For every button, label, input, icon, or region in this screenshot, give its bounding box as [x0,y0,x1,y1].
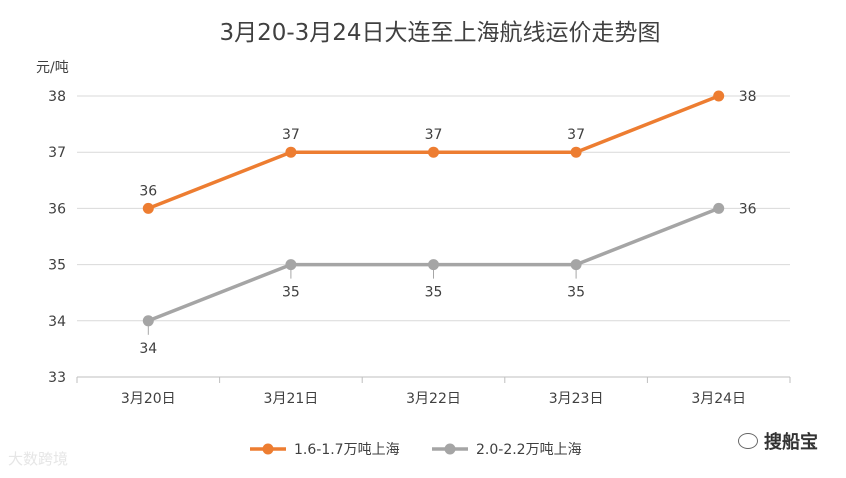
data-label: 37 [567,127,585,143]
data-label: 35 [425,285,443,301]
legend-marker [444,443,456,455]
data-point [428,146,439,158]
watermark-left: 大数跨境 [8,448,68,469]
y-tick-label: 35 [48,258,66,274]
data-point [570,259,582,271]
data-point [570,146,582,158]
data-label: 37 [425,127,443,143]
legend: 1.6-1.7万吨上海 2.0-2.2万吨上海 [250,442,582,458]
data-label: 37 [282,127,300,143]
watermark-right: 搜船宝 [738,428,818,454]
x-tick-labels: 3月20日 3月21日 3月22日 3月23日 3月24日 [121,391,746,407]
y-tick-label: 33 [48,370,66,386]
x-tick-label: 3月22日 [406,391,461,407]
legend-marker [262,443,274,455]
x-tick-label: 3月24日 [691,391,746,407]
data-point [285,259,297,271]
chart-title: 3月20-3月24日大连至上海航线运价走势图 [219,20,660,46]
y-tick-label: 34 [48,314,66,330]
data-point [428,259,439,271]
x-tick-label: 3月20日 [121,391,176,407]
y-tick-label: 37 [48,145,66,161]
watermark-right-text: 搜船宝 [764,432,818,453]
x-tick-label: 3月23日 [549,391,604,407]
data-label: 38 [739,89,757,105]
data-label: 34 [139,341,157,357]
data-point [142,315,154,327]
legend-label: 2.0-2.2万吨上海 [476,442,582,458]
data-point [285,146,297,158]
data-label: 35 [567,285,585,301]
data-label: 36 [139,183,157,199]
data-point [142,202,154,214]
x-tick-label: 3月21日 [264,391,319,407]
y-axis-unit-label: 元/吨 [36,60,69,76]
data-point [713,90,725,102]
legend-label: 1.6-1.7万吨上海 [294,442,400,458]
data-label: 35 [282,285,300,301]
y-tick-label: 38 [48,89,66,105]
watermark-left-text: 大数跨境 [8,450,69,468]
data-label: 36 [739,201,757,217]
data-point [713,202,725,214]
y-tick-label: 36 [48,201,66,217]
series-layer: 36 37 37 37 38 34 35 35 35 36 [139,89,756,357]
y-tick-labels: 33 34 35 36 37 38 [48,89,66,386]
chat-icon [738,433,758,449]
